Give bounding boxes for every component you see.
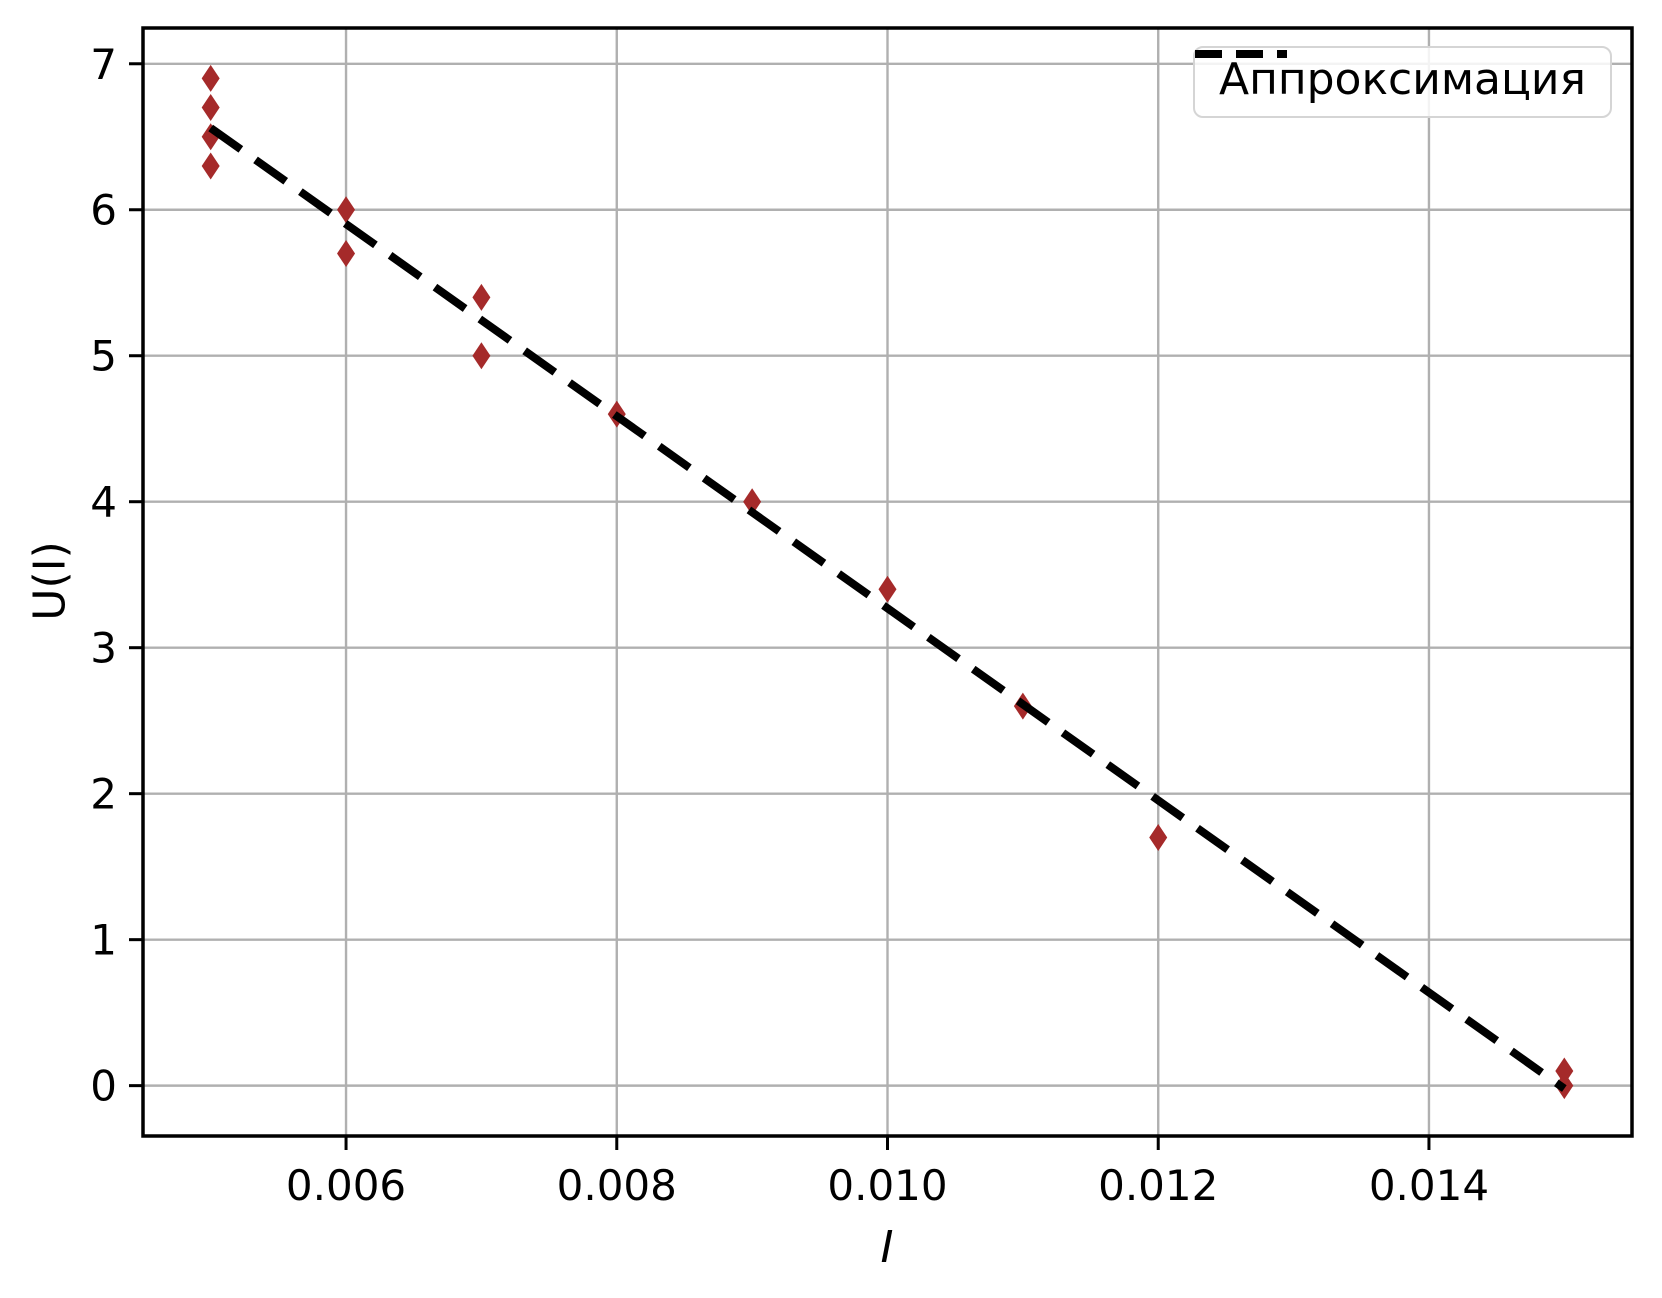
y-axis-label: U(I) (24, 541, 76, 621)
y-tick-label: 3 (90, 624, 117, 673)
data-point (472, 342, 491, 370)
fit-line (208, 124, 1567, 1092)
plot-frame (141, 26, 1634, 1138)
y-tick-label: 7 (90, 40, 117, 89)
data-point (201, 64, 220, 92)
y-tick-label: 6 (90, 186, 117, 235)
y-tick-label: 2 (90, 770, 117, 819)
x-tick-label: 0.010 (827, 1161, 947, 1210)
x-tick-label: 0.008 (557, 1161, 677, 1210)
x-axis-label: I (880, 1222, 894, 1273)
y-tick-label: 5 (90, 332, 117, 381)
x-tick-label: 0.006 (286, 1161, 406, 1210)
data-point (337, 196, 356, 224)
x-tick-label: 0.012 (1098, 1161, 1218, 1210)
y-tick-label: 0 (90, 1062, 117, 1111)
y-tick-label: 4 (90, 478, 117, 527)
data-point (201, 152, 220, 180)
x-tick-label: 0.014 (1369, 1161, 1489, 1210)
data-point (1555, 1057, 1574, 1085)
data-point (743, 488, 762, 516)
data-point (878, 575, 897, 603)
data-point (472, 283, 491, 311)
data-point (201, 94, 220, 122)
y-tick-label: 1 (90, 916, 117, 965)
legend-label: Аппроксимация (1218, 54, 1586, 105)
data-point (337, 240, 356, 268)
legend: Аппроксимация (1192, 46, 1612, 118)
legend-dashed-line-icon (1194, 50, 1287, 58)
data-point (1149, 823, 1168, 851)
